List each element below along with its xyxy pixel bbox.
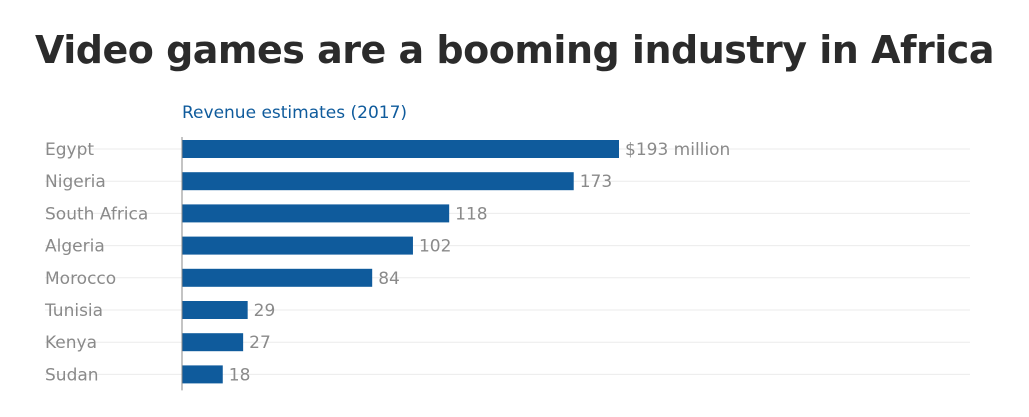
category-label: Nigeria: [45, 172, 106, 192]
bar-morocco: [182, 268, 373, 287]
category-label: Algeria: [45, 237, 105, 257]
value-label: $193 million: [625, 140, 730, 160]
bar-sudan: [182, 365, 223, 384]
value-label: 118: [455, 204, 487, 224]
value-label: 102: [419, 237, 451, 257]
bar-south-africa: [182, 204, 450, 223]
category-labels: Egypt Nigeria South Africa Algeria Morocco Tu…: [44, 140, 148, 385]
value-label: 27: [249, 333, 271, 353]
category-label: South Africa: [45, 204, 148, 224]
value-label: 29: [254, 301, 276, 321]
value-label: 18: [229, 365, 251, 385]
chart-title: Video games are a booming industry in Af…: [35, 28, 994, 72]
bar-egypt: [182, 140, 619, 158]
chart-subtitle: Revenue estimates (2017): [182, 103, 408, 123]
bar-tunisia: [182, 301, 248, 319]
category-label: Egypt: [45, 140, 94, 160]
category-label: Kenya: [45, 333, 97, 353]
category-label: Morocco: [45, 269, 116, 289]
bar-nigeria: [182, 172, 574, 191]
bar-kenya: [182, 333, 244, 352]
bar-algeria: [182, 236, 413, 255]
value-label: 84: [378, 269, 400, 289]
category-label: Sudan: [45, 365, 99, 385]
bars: [182, 140, 619, 384]
value-label: 173: [580, 172, 612, 192]
category-label: Tunisia: [44, 301, 103, 321]
